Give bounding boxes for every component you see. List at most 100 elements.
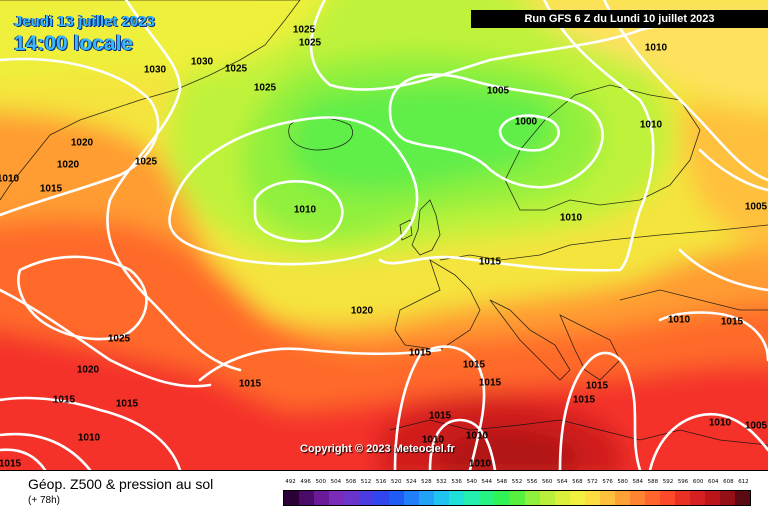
isobar-label: 1030 (190, 56, 214, 68)
color-scale-value: 588 (647, 479, 659, 485)
isobar-label: 1015 (39, 183, 63, 195)
color-scale-cell (659, 491, 675, 505)
isobar-label: 1010 (77, 432, 101, 444)
forecast-date: Jeudi 13 juillet 2023 (14, 13, 155, 30)
color-scale-value: 532 (436, 479, 447, 485)
color-scale-cell (404, 491, 420, 505)
color-scale-value: 504 (330, 479, 342, 485)
run-banner: Run GFS 6 Z du Lundi 10 juillet 2023 (471, 10, 768, 28)
color-scale-value: 512 (360, 479, 372, 485)
color-scale-value: 580 (617, 479, 628, 485)
isobar-label: 1010 (667, 314, 691, 326)
color-scale-value: 520 (390, 479, 402, 485)
isobar-label: 1010 (0, 173, 20, 185)
isobar-label: 1010 (293, 204, 317, 216)
isobar-label: 1010 (468, 458, 492, 470)
color-scale-value: 492 (285, 479, 296, 485)
color-scale-cell (389, 491, 405, 505)
color-scale-cell (509, 491, 525, 505)
isobar-label: 1025 (224, 63, 248, 75)
isobar-label: 1015 (408, 347, 432, 359)
color-scale-cell (479, 491, 495, 505)
color-scale-cell (374, 491, 390, 505)
isobar-label: 1010 (644, 42, 668, 54)
color-scale-cell (704, 491, 720, 505)
color-scale-bar (283, 490, 751, 506)
copyright-notice: Copyright © 2023 Meteociel.fr (300, 443, 455, 455)
isobar-label: 1015 (428, 410, 452, 422)
color-scale-cell (569, 491, 585, 505)
color-scale-cell (644, 491, 660, 505)
color-scale-value: 500 (315, 479, 326, 485)
color-scale-cell (314, 491, 330, 505)
color-scale-labels: 492 496 500 504 508 512 516 520 524 528 532 536 540 5… (283, 479, 751, 489)
isobar-label: 1010 (559, 212, 583, 224)
color-scale-value: 556 (526, 479, 538, 485)
weather-map: 1025 1025 1030 1030 1025 1025 1010 1005 1000 1010… (0, 0, 768, 470)
legend-subtitle: (+ 78h) (28, 495, 60, 506)
isobar-label: 1015 (52, 394, 76, 406)
color-scale-value: 516 (375, 479, 387, 485)
isobar-label: 1025 (292, 24, 316, 36)
color-scale: 492 496 500 504 508 512 516 520 524 528 532 536 540 5… (283, 479, 751, 506)
isobar-label: 1000 (514, 116, 538, 128)
color-scale-cell (299, 491, 315, 505)
map-canvas (0, 0, 768, 470)
color-scale-cell (734, 491, 750, 505)
coastlines (0, 0, 768, 446)
color-scale-cell (554, 491, 570, 505)
color-scale-cell (584, 491, 600, 505)
color-scale-cell (329, 491, 345, 505)
isobar-label: 1015 (572, 394, 596, 406)
color-scale-cell (614, 491, 630, 505)
color-scale-cell (599, 491, 615, 505)
color-scale-cell (524, 491, 540, 505)
isobar-label: 1015 (585, 380, 609, 392)
isobar-label: 1010 (639, 119, 663, 131)
isobar-label: 1015 (115, 398, 139, 410)
color-scale-cell (344, 491, 360, 505)
color-scale-value: 564 (557, 479, 568, 485)
isobar-label: 1005 (744, 201, 768, 213)
color-scale-cell (464, 491, 480, 505)
color-scale-cell (689, 491, 705, 505)
isobar-label: 1015 (238, 378, 262, 390)
isobar-label: 1015 (478, 377, 502, 389)
isobar-label: 1010 (421, 434, 445, 446)
forecast-time: 14:00 locale (14, 32, 134, 55)
isobar-label: 1005 (486, 85, 510, 97)
color-scale-value: 540 (466, 479, 477, 485)
isobar-label: 1025 (107, 333, 131, 345)
color-scale-cell (494, 491, 510, 505)
color-scale-value: 596 (677, 479, 689, 485)
color-scale-cell (434, 491, 450, 505)
isobar-label: 1015 (462, 359, 486, 371)
color-scale-value: 496 (300, 479, 311, 485)
color-scale-cell (674, 491, 690, 505)
color-scale-cell (419, 491, 435, 505)
color-scale-cell (629, 491, 645, 505)
isobar-label: 1025 (134, 156, 158, 168)
color-scale-value: 544 (481, 479, 493, 485)
isobar-label: 1005 (744, 420, 768, 432)
isobar-label: 1020 (350, 305, 374, 317)
color-scale-value: 552 (511, 479, 523, 485)
geopotential-field (0, 0, 768, 470)
color-scale-value: 572 (587, 479, 598, 485)
color-scale-cell (449, 491, 465, 505)
color-scale-value: 592 (662, 479, 674, 485)
isobar-label: 1015 (478, 256, 502, 268)
color-scale-cell (539, 491, 555, 505)
color-scale-value: 528 (421, 479, 432, 485)
color-scale-value: 560 (541, 479, 553, 485)
color-scale-value: 548 (496, 479, 508, 485)
color-scale-value: 584 (632, 479, 644, 485)
color-scale-cell (359, 491, 375, 505)
color-scale-value: 568 (572, 479, 583, 485)
isobar-label: 1030 (143, 64, 167, 76)
legend-panel: Géop. Z500 & pression au sol (+ 78h) 492… (0, 470, 768, 513)
color-scale-value: 604 (708, 479, 719, 485)
color-scale-value: 524 (406, 479, 417, 485)
isobar-label: 1025 (298, 37, 322, 49)
isobar-label: 1010 (708, 417, 732, 429)
